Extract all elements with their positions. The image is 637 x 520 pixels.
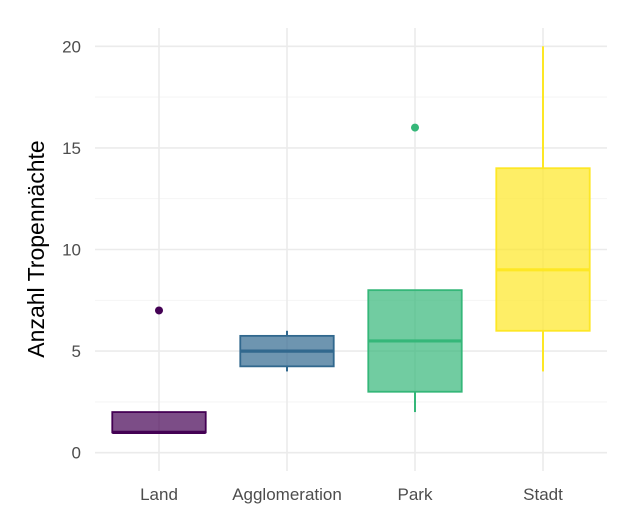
x-tick-label: Stadt xyxy=(523,485,563,504)
y-tick-label: 0 xyxy=(72,444,81,463)
outlier-point xyxy=(411,123,419,132)
y-tick-label: 20 xyxy=(62,37,81,56)
x-tick-label: Land xyxy=(140,485,178,504)
x-tick-label: Agglomeration xyxy=(232,485,342,504)
box-group xyxy=(111,306,207,434)
box-group xyxy=(239,330,335,372)
outlier-point xyxy=(155,306,163,315)
box-iqr xyxy=(495,167,591,332)
box-group xyxy=(367,123,463,413)
y-tick-label: 5 xyxy=(72,342,81,361)
x-tick-labels: Land Agglomeration Park Stadt xyxy=(140,485,563,504)
y-tick-label: 10 xyxy=(62,241,81,260)
y-tick-label: 15 xyxy=(62,139,81,158)
y-tick-labels: 0 5 10 15 20 xyxy=(62,37,81,462)
box-group xyxy=(495,46,591,372)
y-axis-title: Anzahl Tropennächte xyxy=(23,140,49,357)
x-tick-label: Park xyxy=(398,485,433,504)
box-iqr xyxy=(111,411,207,434)
boxes-layer xyxy=(111,46,591,434)
